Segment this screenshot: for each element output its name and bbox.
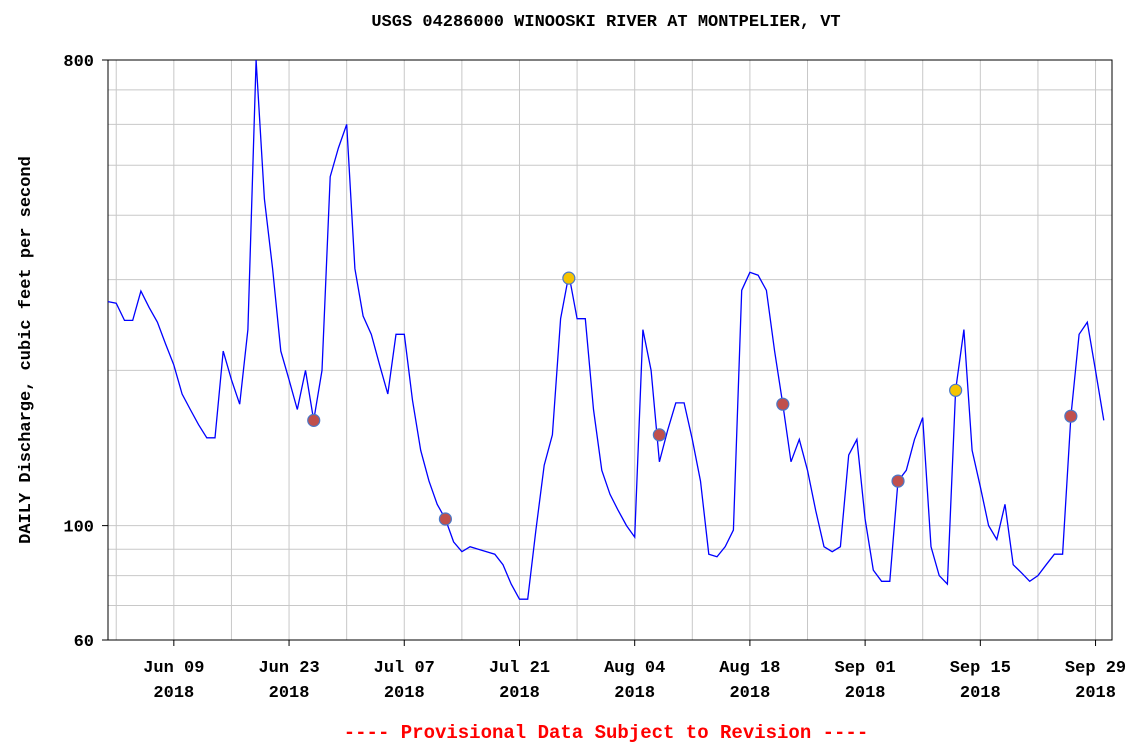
data-line [107, 59, 1105, 600]
data-point [438, 512, 453, 526]
x-tick-label: Sep 29 2018 [1064, 659, 1127, 703]
y-tick-label: 800 [63, 53, 94, 72]
x-tick-label: Jul 21 2018 [488, 659, 551, 703]
y-tick-label: 60 [74, 633, 94, 652]
x-tick-label: Jun 09 2018 [143, 659, 205, 703]
data-point [891, 474, 905, 488]
x-tick-label: Aug 04 2018 [604, 659, 666, 703]
x-tick-label: Aug 18 2018 [719, 659, 781, 703]
data-point [652, 428, 666, 442]
plot-frame [107, 59, 1113, 641]
chart-title: USGS 04286000 WINOOSKI RIVER AT MONTPELI… [371, 13, 840, 32]
data-point [1064, 409, 1078, 423]
data-point [776, 397, 790, 411]
data-point [562, 271, 576, 285]
data-point [307, 413, 321, 427]
footer-note: ---- Provisional Data Subject to Revisio… [344, 722, 869, 744]
x-tick-label: Sep 15 2018 [949, 659, 1011, 703]
y-tick-label: 100 [63, 519, 94, 538]
y-axis-label: DAILY Discharge, cubic feet per second [17, 156, 36, 544]
x-tick-label: Jul 07 2018 [373, 659, 435, 703]
data-point [949, 383, 963, 397]
x-tick-label: Sep 01 2018 [834, 659, 896, 703]
x-tick-label: Jun 23 2018 [258, 659, 320, 703]
